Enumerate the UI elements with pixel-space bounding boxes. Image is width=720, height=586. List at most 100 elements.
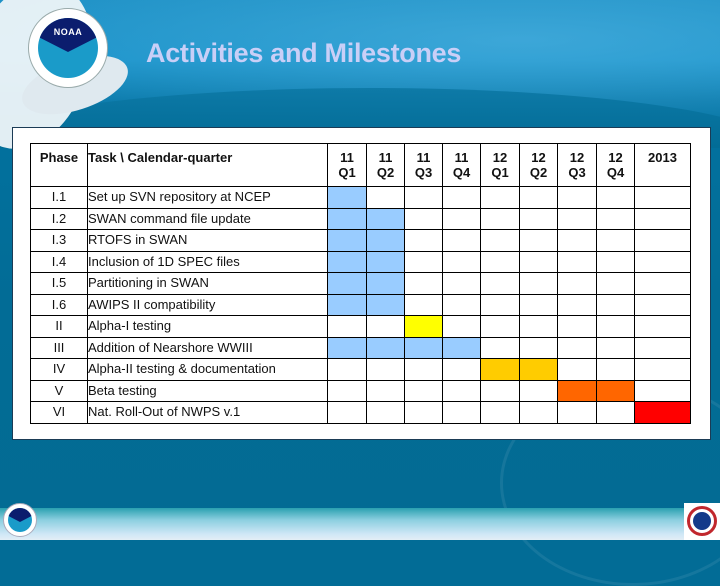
empty-quarter-cell xyxy=(519,315,558,338)
empty-quarter-cell xyxy=(519,379,558,402)
empty-quarter-cell xyxy=(366,315,405,338)
empty-quarter-cell xyxy=(519,250,558,273)
empty-quarter-cell xyxy=(557,401,597,424)
milestone-bar-cell xyxy=(327,272,367,295)
empty-quarter-cell xyxy=(596,358,635,381)
phase-cell: I.3 xyxy=(30,229,88,252)
empty-quarter-cell xyxy=(480,336,520,359)
task-cell: Partitioning in SWAN xyxy=(87,272,328,295)
empty-quarter-cell xyxy=(634,250,691,273)
empty-quarter-cell xyxy=(519,229,558,252)
nws-logo-icon xyxy=(684,503,720,540)
table-row: V Beta testing xyxy=(30,379,691,402)
empty-quarter-cell xyxy=(519,186,558,209)
quarter-year: 12 xyxy=(531,150,546,165)
table-row: IV Alpha-II testing & documentation xyxy=(30,358,691,381)
quarter-label: Q3 xyxy=(568,165,586,180)
milestone-bar-cell xyxy=(327,336,367,359)
header-task: Task \ Calendar-quarter xyxy=(87,143,328,187)
task-cell: Inclusion of 1D SPEC files xyxy=(87,250,328,273)
table-body: I.1 Set up SVN repository at NCEP I.2 SWAN … xyxy=(30,186,691,424)
empty-quarter-cell xyxy=(404,379,443,402)
milestone-bar-cell xyxy=(404,315,443,338)
empty-quarter-cell xyxy=(327,358,367,381)
phase-cell: I.2 xyxy=(30,207,88,230)
table-row: I.4 Inclusion of 1D SPEC files xyxy=(30,250,691,273)
empty-quarter-cell xyxy=(596,207,635,230)
empty-quarter-cell xyxy=(442,186,481,209)
empty-quarter-cell xyxy=(596,186,635,209)
phase-cell: V xyxy=(30,379,88,402)
empty-quarter-cell xyxy=(442,207,481,230)
task-cell: Addition of Nearshore WWIII xyxy=(87,336,328,359)
empty-quarter-cell xyxy=(634,315,691,338)
noaa-small-logo-icon xyxy=(3,503,37,537)
empty-quarter-cell xyxy=(596,229,635,252)
milestone-bar-cell xyxy=(366,293,405,316)
table-header-row: Phase Task \ Calendar-quarter 11 Q1 11 Q2 11… xyxy=(30,143,691,187)
empty-quarter-cell xyxy=(404,207,443,230)
milestone-bar-cell xyxy=(327,207,367,230)
noaa-logo-text: NOAA xyxy=(53,27,83,37)
empty-quarter-cell xyxy=(442,401,481,424)
phase-cell: I.4 xyxy=(30,250,88,273)
phase-cell: VI xyxy=(30,401,88,424)
quarter-year: 12 xyxy=(608,150,623,165)
empty-quarter-cell xyxy=(519,272,558,295)
empty-quarter-cell xyxy=(557,272,597,295)
empty-quarter-cell xyxy=(327,379,367,402)
quarter-year: 11 xyxy=(416,150,431,165)
quarter-year: 11 xyxy=(340,150,354,165)
milestone-bar-cell xyxy=(557,379,597,402)
quarter-year: 2013 xyxy=(648,150,677,165)
milestone-bar-cell xyxy=(366,250,405,273)
empty-quarter-cell xyxy=(596,250,635,273)
empty-quarter-cell xyxy=(366,401,405,424)
quarter-year: 12 xyxy=(569,150,585,165)
phase-cell: I.6 xyxy=(30,293,88,316)
task-cell: Alpha-II testing & documentation xyxy=(87,358,328,381)
task-cell: Set up SVN repository at NCEP xyxy=(87,186,328,209)
empty-quarter-cell xyxy=(442,315,481,338)
quarter-label: Q1 xyxy=(491,165,509,180)
empty-quarter-cell xyxy=(442,379,481,402)
table-row: I.1 Set up SVN repository at NCEP xyxy=(30,186,691,209)
phase-cell: IV xyxy=(30,358,88,381)
milestone-bar-cell xyxy=(442,336,481,359)
noaa-logo-icon: NOAA xyxy=(28,8,108,88)
empty-quarter-cell xyxy=(634,358,691,381)
header-phase: Phase xyxy=(30,143,88,187)
table-row: I.2 SWAN command file update xyxy=(30,207,691,230)
task-cell: Alpha-I testing xyxy=(87,315,328,338)
empty-quarter-cell xyxy=(557,186,597,209)
empty-quarter-cell xyxy=(519,336,558,359)
quarter-year: 12 xyxy=(492,150,508,165)
empty-quarter-cell xyxy=(366,186,405,209)
table-row: I.5 Partitioning in SWAN xyxy=(30,272,691,295)
empty-quarter-cell xyxy=(519,401,558,424)
empty-quarter-cell xyxy=(634,336,691,359)
empty-quarter-cell xyxy=(442,229,481,252)
empty-quarter-cell xyxy=(442,250,481,273)
slide-title: Activities and Milestones xyxy=(146,38,462,68)
table-row: I.3 RTOFS in SWAN xyxy=(30,229,691,252)
empty-quarter-cell xyxy=(442,293,481,316)
table-row: I.6 AWIPS II compatibility xyxy=(30,293,691,316)
empty-quarter-cell xyxy=(404,250,443,273)
empty-quarter-cell xyxy=(442,358,481,381)
header-quarter: 2013 xyxy=(634,143,691,187)
empty-quarter-cell xyxy=(634,272,691,295)
quarter-label: Q1 xyxy=(338,165,356,180)
quarter-label: Q4 xyxy=(606,165,625,180)
empty-quarter-cell xyxy=(404,293,443,316)
empty-quarter-cell xyxy=(480,272,520,295)
table-row: III Addition of Nearshore WWIII xyxy=(30,336,691,359)
header-quarter: 12 Q3 xyxy=(557,143,597,187)
empty-quarter-cell xyxy=(557,250,597,273)
empty-quarter-cell xyxy=(557,293,597,316)
task-cell: Nat. Roll-Out of NWPS v.1 xyxy=(87,401,328,424)
empty-quarter-cell xyxy=(557,207,597,230)
empty-quarter-cell xyxy=(480,401,520,424)
task-cell: RTOFS in SWAN xyxy=(87,229,328,252)
milestone-bar-cell xyxy=(327,250,367,273)
